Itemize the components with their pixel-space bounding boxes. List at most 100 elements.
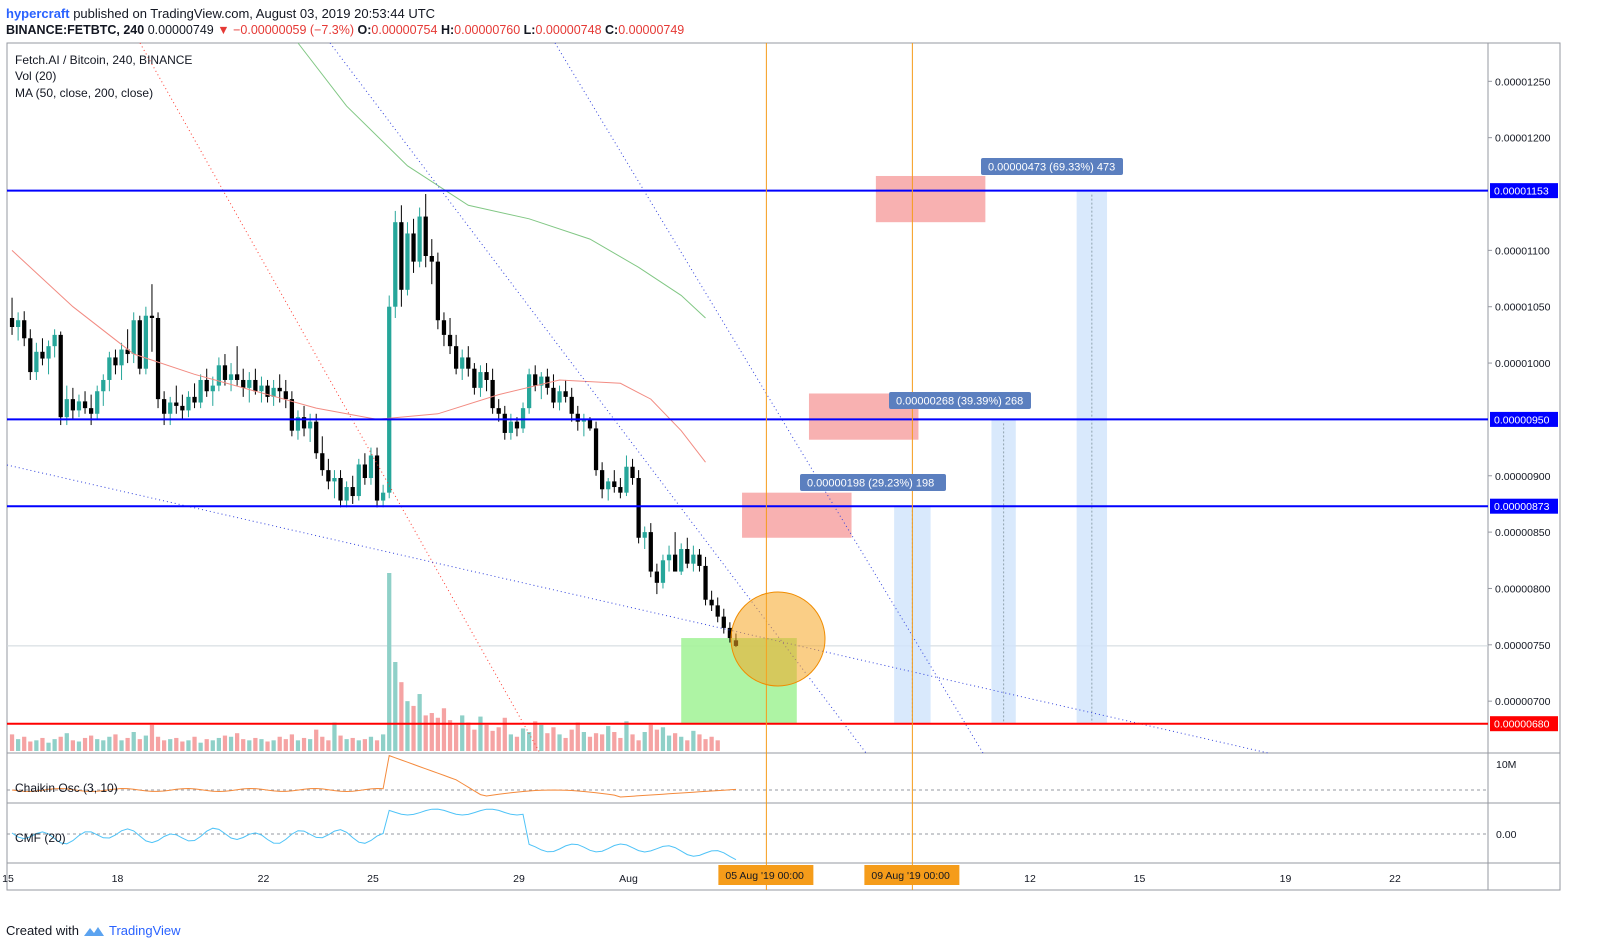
- tradingview-brand-link[interactable]: TradingView: [108, 923, 181, 938]
- time-badge: [864, 865, 960, 885]
- candle-down: [502, 413, 507, 433]
- candle-down: [9, 317, 15, 327]
- candle-up: [216, 365, 222, 386]
- volume-bar: [113, 734, 118, 751]
- candle-up: [460, 357, 465, 369]
- published-info: published on TradingView.com, August 03,…: [73, 6, 436, 21]
- volume-bar: [350, 737, 355, 751]
- candle-up: [198, 379, 203, 403]
- time-badge-label: 09 Aug '19 00:00: [871, 870, 950, 882]
- candle-down: [630, 466, 635, 479]
- candlesticks: [9, 194, 739, 648]
- price-tick-label: 0.00001250: [1495, 76, 1551, 88]
- volume-bar: [502, 717, 507, 751]
- volume-bar: [168, 739, 173, 751]
- candle-up: [581, 419, 587, 422]
- candle-up: [679, 549, 684, 572]
- time-tick-label: 22: [1389, 873, 1401, 885]
- low-value: 0.00000748: [535, 23, 602, 37]
- candle-up: [95, 391, 100, 414]
- candle-down: [575, 413, 580, 422]
- volume-bar: [186, 740, 191, 751]
- candle-down: [721, 616, 726, 628]
- candle-down: [161, 399, 167, 414]
- candle-down: [320, 453, 325, 471]
- price-tick-label: 0.00000850: [1495, 527, 1551, 539]
- volume-bar: [356, 740, 361, 751]
- volume-bar: [46, 742, 51, 751]
- time-axis[interactable]: 15 18 22 25 29 Aug 12 15 19 22 05 Aug '19 00:00 09 …: [2, 865, 1401, 885]
- volume-bar: [107, 736, 112, 751]
- price-tick-label: 0.00000750: [1495, 640, 1551, 652]
- volume-bar: [648, 724, 653, 751]
- publisher-username[interactable]: hypercraft: [6, 6, 70, 21]
- candle-up: [271, 387, 276, 397]
- candle-up: [387, 306, 392, 493]
- candle-down: [447, 334, 453, 347]
- candle-down: [40, 351, 45, 359]
- volume-bar: [247, 740, 252, 751]
- candle-down: [277, 387, 282, 392]
- candle-up: [34, 351, 39, 373]
- candle-up: [247, 379, 252, 388]
- volume-bar: [338, 735, 343, 751]
- candle-down: [484, 372, 489, 380]
- candle-up: [101, 379, 106, 392]
- time-tick-label: 18: [112, 873, 124, 885]
- ma50-line: [11, 250, 706, 463]
- symbol-label: BINANCE:FETBTC, 240: [6, 23, 145, 37]
- candle-up: [393, 222, 398, 307]
- volume-bar: [9, 734, 15, 751]
- candle-up: [76, 401, 82, 411]
- chart-border: [6, 42, 1561, 891]
- candle-down: [58, 334, 63, 418]
- volume-bar: [234, 733, 240, 751]
- candle-down: [125, 349, 130, 355]
- volume-bar: [265, 741, 270, 751]
- volume-bar: [241, 739, 246, 751]
- volume-bar: [405, 701, 410, 751]
- price-tick-label: 0.00000700: [1495, 696, 1551, 708]
- chart-header: hypercraft published on TradingView.com,…: [6, 5, 684, 39]
- volume-bar: [259, 739, 264, 751]
- candle-down: [545, 376, 550, 388]
- time-tick-label: 15: [1134, 873, 1146, 885]
- ohlc-readout: BINANCE:FETBTC, 240 0.00000749 ▼ −0.0000…: [6, 22, 684, 39]
- candle-down: [490, 379, 495, 409]
- volume-bar: [654, 729, 660, 751]
- price-axis[interactable]: 0.00001250 0.00001200 0.00001100 0.00001050…: [1488, 76, 1558, 732]
- legend-title: Fetch.AI / Bitcoin, 240, BINANCE: [15, 53, 192, 67]
- volume-bar: [520, 728, 526, 751]
- price-tick-label: 0.00000900: [1495, 471, 1551, 483]
- volume-bar: [222, 735, 228, 751]
- volume-bar: [526, 732, 532, 751]
- candle-up: [228, 374, 234, 380]
- time-tick-label: 25: [367, 873, 379, 885]
- candle-up: [168, 402, 173, 414]
- price-level-badge: [1490, 183, 1558, 199]
- volume-bar: [362, 739, 368, 751]
- price-tick-label: 0.00001000: [1495, 358, 1551, 370]
- volume-bar: [374, 740, 380, 751]
- candle-up: [46, 346, 51, 359]
- measure-label-bg: [889, 392, 1031, 409]
- candle-down: [496, 408, 501, 414]
- created-with-label: Created with: [6, 923, 79, 938]
- cmf-line: [11, 808, 737, 861]
- candle-down: [697, 554, 702, 566]
- drawings-foreground: 0.00000198 (29.23%) 198 0.00000268 (39.39…: [6, 42, 1488, 890]
- candle-up: [52, 334, 57, 347]
- volume-bar: [666, 735, 672, 751]
- volume-bar: [70, 740, 76, 751]
- price-tick-label: 0.00001200: [1495, 133, 1551, 145]
- volume-bar: [563, 737, 568, 751]
- volume-bar: [289, 734, 295, 751]
- volume-bar: [125, 737, 130, 751]
- volume-bar: [551, 727, 556, 751]
- candle-down: [569, 396, 574, 414]
- volume-bar: [447, 720, 453, 751]
- volume-bar: [88, 735, 94, 751]
- volume-bars: [9, 573, 720, 751]
- candle-down: [174, 402, 179, 406]
